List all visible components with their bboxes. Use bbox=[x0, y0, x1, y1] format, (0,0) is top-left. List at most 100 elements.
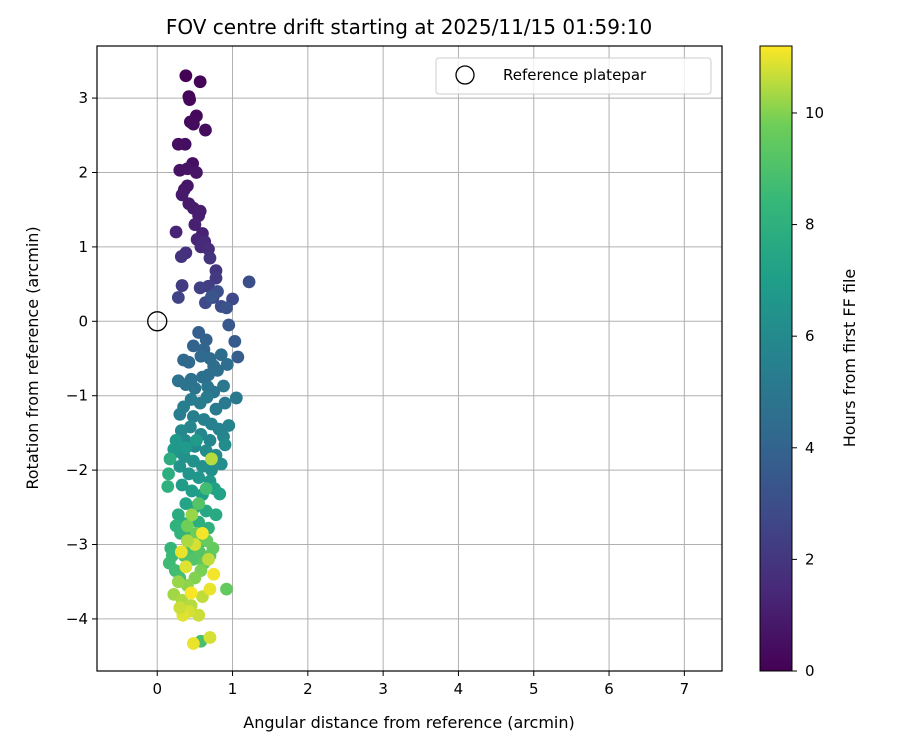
legend-label: Reference platepar bbox=[503, 66, 647, 84]
data-point bbox=[220, 582, 233, 596]
x-tick-label: 2 bbox=[303, 680, 313, 698]
data-point bbox=[192, 471, 206, 484]
data-point bbox=[186, 410, 200, 423]
data-point bbox=[173, 601, 187, 615]
reference-layer bbox=[147, 311, 168, 332]
data-point bbox=[217, 379, 230, 393]
data-point bbox=[207, 567, 221, 581]
y-tick-label: 1 bbox=[78, 238, 88, 256]
y-tick-label: −3 bbox=[66, 536, 88, 554]
data-point bbox=[174, 250, 188, 263]
x-tick-label: 1 bbox=[228, 680, 238, 698]
chart-title: FOV centre drift starting at 2025/11/15 … bbox=[166, 15, 652, 39]
data-point bbox=[182, 467, 196, 481]
data-points bbox=[161, 69, 256, 650]
colorbar-tick-label: 10 bbox=[805, 104, 824, 122]
legend-box bbox=[435, 57, 712, 95]
x-axis-ticks: 0 1 2 3 4 5 6 7 bbox=[152, 671, 689, 698]
x-tick-label: 4 bbox=[454, 680, 464, 698]
data-point bbox=[189, 433, 203, 447]
data-point bbox=[214, 457, 228, 471]
legend: Reference platepar bbox=[435, 57, 712, 95]
data-point bbox=[174, 424, 188, 438]
x-tick-label: 0 bbox=[152, 680, 162, 698]
data-point bbox=[186, 339, 200, 353]
data-point bbox=[171, 291, 185, 304]
data-point bbox=[178, 137, 192, 151]
data-point bbox=[179, 69, 193, 83]
data-point bbox=[175, 188, 189, 202]
x-tick-label: 6 bbox=[604, 680, 614, 698]
data-point bbox=[174, 545, 188, 559]
colorbar-tick-label: 2 bbox=[805, 550, 815, 568]
y-tick-label: −4 bbox=[66, 610, 88, 628]
data-point bbox=[196, 370, 209, 384]
data-point bbox=[179, 560, 193, 574]
data-point bbox=[161, 480, 175, 493]
data-point bbox=[183, 93, 197, 106]
data-point bbox=[229, 391, 243, 405]
data-point bbox=[167, 442, 181, 456]
data-point bbox=[242, 275, 256, 289]
data-point bbox=[169, 225, 183, 239]
colorbar-gradient bbox=[759, 45, 793, 672]
data-point bbox=[231, 350, 245, 364]
data-point bbox=[218, 396, 232, 410]
data-point bbox=[203, 251, 217, 265]
data-point bbox=[180, 534, 194, 548]
data-point bbox=[189, 166, 203, 179]
data-point bbox=[203, 582, 217, 596]
x-axis-label: Angular distance from reference (arcmin) bbox=[243, 713, 574, 732]
data-point bbox=[220, 358, 234, 371]
data-point bbox=[186, 637, 200, 650]
x-tick-label: 7 bbox=[680, 680, 690, 698]
data-point bbox=[209, 508, 223, 522]
colorbar-tick-label: 4 bbox=[805, 439, 815, 457]
data-point bbox=[193, 281, 207, 295]
colorbar-tick-label: 0 bbox=[805, 662, 815, 680]
colorbar-tick-label: 6 bbox=[805, 327, 815, 345]
y-axis-label: Rotation from reference (arcmin) bbox=[23, 226, 42, 489]
data-point bbox=[222, 419, 236, 432]
plot-frame bbox=[96, 45, 723, 672]
data-point bbox=[220, 301, 233, 315]
data-point bbox=[218, 438, 232, 452]
colorbar-tick-label: 8 bbox=[805, 216, 815, 234]
data-point bbox=[192, 497, 206, 510]
y-axis-ticks: −4 −3 −2 −1 0 1 2 3 bbox=[66, 89, 97, 628]
data-point bbox=[213, 487, 227, 501]
y-tick-label: 0 bbox=[78, 312, 88, 330]
data-point bbox=[185, 484, 199, 498]
data-point bbox=[162, 467, 175, 481]
data-point bbox=[179, 441, 193, 455]
data-point bbox=[184, 586, 198, 600]
reference-point-marker bbox=[147, 311, 168, 332]
data-point bbox=[192, 608, 206, 622]
data-point bbox=[186, 117, 200, 131]
data-point bbox=[209, 271, 223, 285]
data-point bbox=[182, 355, 196, 369]
data-point bbox=[163, 452, 177, 466]
data-point bbox=[193, 75, 207, 89]
data-point bbox=[205, 290, 218, 304]
data-point bbox=[214, 348, 228, 362]
data-point bbox=[188, 218, 202, 231]
colorbar-ticks: 0 2 4 6 8 10 bbox=[792, 104, 824, 680]
x-tick-label: 5 bbox=[529, 680, 539, 698]
data-point bbox=[199, 333, 213, 347]
data-point bbox=[180, 519, 194, 533]
data-point bbox=[171, 575, 185, 589]
data-point bbox=[199, 123, 212, 137]
data-point bbox=[203, 631, 217, 644]
data-point bbox=[228, 334, 242, 348]
data-point bbox=[209, 402, 223, 416]
y-tick-label: −1 bbox=[66, 387, 88, 405]
data-point bbox=[175, 279, 189, 292]
data-point bbox=[196, 526, 209, 540]
data-point bbox=[202, 552, 215, 566]
data-point bbox=[173, 407, 187, 421]
data-point bbox=[222, 318, 236, 332]
data-point bbox=[175, 478, 189, 492]
data-point bbox=[199, 482, 213, 496]
